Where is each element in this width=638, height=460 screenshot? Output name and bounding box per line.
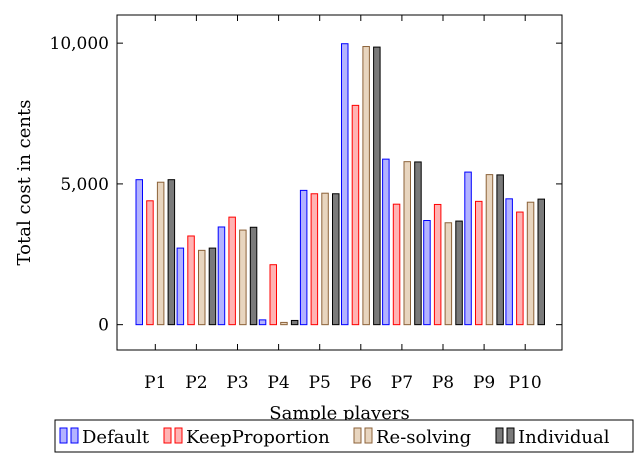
bar-individual-p3 [249,226,258,326]
bar-individual-p7 [414,161,422,326]
bar-re-solving-p9 [485,174,494,326]
bar-keepproportion-p6 [351,104,360,326]
bar-re-solving-p1 [156,181,165,326]
legend-swatch [70,427,79,444]
bar-re-solving-p3 [239,229,247,326]
bar-re-solving-p7 [403,161,411,326]
y-tick-label: 5,000 [60,175,109,195]
x-tick-label: P9 [473,373,495,393]
x-tick-label: P2 [185,373,207,393]
bar-default-p6 [341,43,349,326]
bar-individual-p6 [373,46,381,326]
x-tick-label: P7 [391,373,413,393]
bar-individual-p4 [290,319,299,326]
bar-individual-p2 [208,247,217,326]
x-axis-title: Sample players [269,403,409,424]
axis-ticks: 0 5,000 10,000 P1 P2 P3 P4 P5 P6 P7 P8 P9 P10 [50,15,562,393]
bar-default-p3 [217,226,226,326]
legend-swatch [163,427,172,444]
bar-keepproportion-p10 [516,211,524,326]
bar-default-p8 [423,220,431,326]
bar-keepproportion-p3 [228,216,236,326]
legend-label: KeepProportion [186,427,330,448]
bar-re-solving-p8 [444,222,453,326]
bar-default-p10 [505,198,513,326]
bar-re-solving-p6 [362,46,370,326]
legend-swatch [506,427,515,444]
bar-re-solving-p4 [280,321,288,326]
legend-swatch [174,427,183,444]
bar-keepproportion-p8 [433,203,442,326]
legend-swatch [364,427,373,444]
legend-swatch [353,427,362,444]
bar-individual-p8 [455,220,463,326]
bar-keepproportion-p4 [269,264,277,326]
bar-default-p1 [135,179,143,326]
bar-re-solving-p5 [321,192,329,326]
bar-default-p2 [176,247,185,326]
bar-individual-p1 [167,179,176,326]
bar-keepproportion-p5 [310,193,319,326]
bars [135,43,545,326]
legend-swatch [59,427,68,444]
x-tick-label: P10 [509,373,542,393]
bar-keepproportion-p7 [392,203,401,326]
x-tick-label: P5 [309,373,331,393]
bar-individual-p10 [537,198,545,326]
y-tick-label: 0 [98,316,109,336]
legend-label: Re-solving [376,427,471,448]
bar-keepproportion-p1 [146,200,154,326]
y-tick-label: 10,000 [50,34,109,54]
bar-keepproportion-p2 [187,235,195,326]
bar-default-p7 [382,158,390,326]
y-axis-title: Total cost in cents [14,100,35,266]
bar-individual-p5 [332,193,340,326]
x-tick-label: P4 [267,373,289,393]
legend-box [54,419,634,453]
bar-re-solving-p2 [198,249,206,326]
legend-label: Default [82,427,150,448]
bar-default-p9 [464,171,472,326]
plot-frame [116,14,563,351]
bar-default-p5 [299,189,308,326]
plot-area [116,14,563,351]
bar-keepproportion-p9 [475,200,483,326]
bar-re-solving-p10 [526,201,535,326]
bar-individual-p9 [496,174,504,326]
legend-label: Individual [518,427,610,448]
legend: Default KeepProportion Re-solving Individua… [54,419,634,453]
x-tick-label: P6 [350,373,372,393]
bar-default-p4 [258,319,267,326]
x-tick-label: P8 [432,373,454,393]
x-tick-label: P3 [226,373,248,393]
x-tick-label: P1 [144,373,166,393]
legend-swatch [495,427,504,444]
